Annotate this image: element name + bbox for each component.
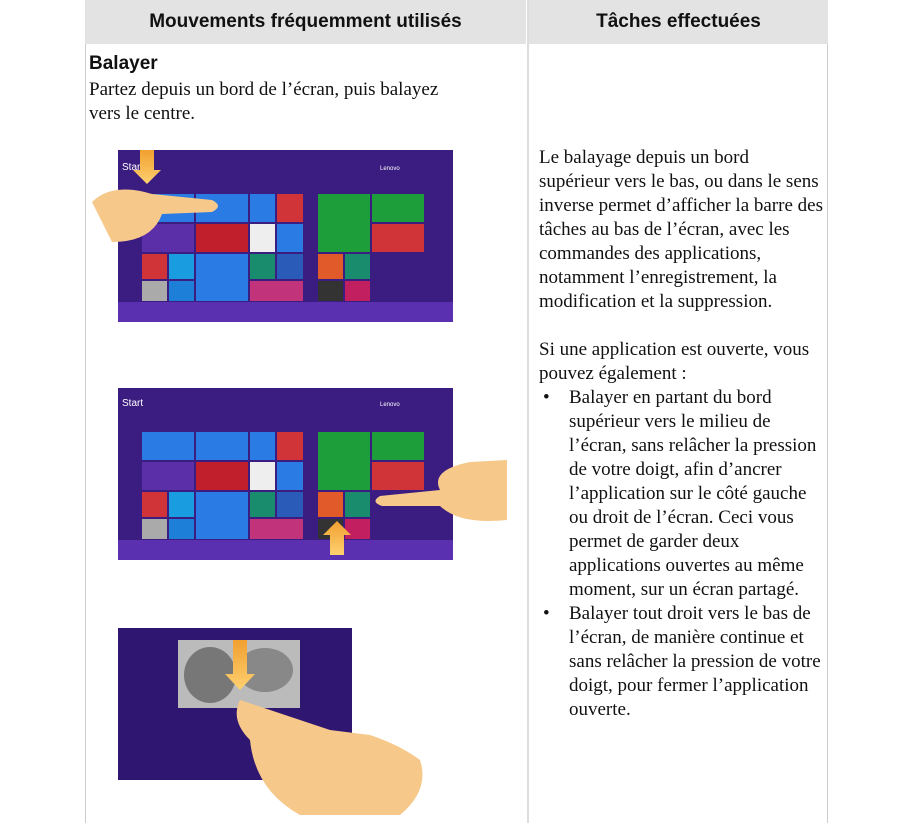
- screen-title: Start: [122, 398, 143, 409]
- screen-user: Lenovo: [380, 166, 400, 172]
- task-bullet: Balayer tout droit vers le bas de l’écra…: [539, 602, 824, 722]
- column-divider: [527, 0, 529, 823]
- border: [827, 44, 828, 823]
- gesture-title: Balayer: [89, 53, 158, 74]
- header-cell: Mouvements fréquemment utilisés: [85, 0, 526, 44]
- task-paragraph: Si une application est ouverte, vous pou…: [539, 339, 810, 384]
- task-paragraph: Le balayage depuis un bord supérieur ver…: [539, 147, 823, 312]
- screen-title: Start: [122, 162, 143, 173]
- task-bullet: Balayer en partant du bord supérieur ver…: [539, 386, 824, 602]
- task-list: Balayer en partant du bord supérieur ver…: [539, 386, 824, 722]
- gesture-description: Partez depuis un bord de l’écran, puis b…: [89, 79, 439, 124]
- border: [85, 44, 86, 823]
- header-cell: Tâches effectuées: [529, 0, 828, 44]
- screen-user: Lenovo: [380, 402, 400, 408]
